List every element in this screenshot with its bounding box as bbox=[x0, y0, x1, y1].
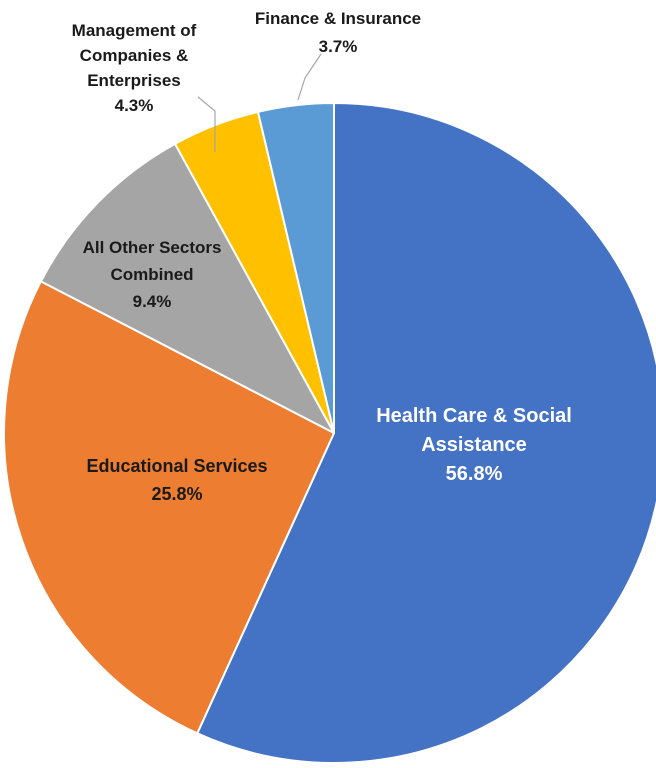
pie-slice-finance-insurance bbox=[256, 102, 335, 434]
slice-value-label: 56.8% bbox=[446, 463, 503, 485]
leader-line-finance-insurance bbox=[297, 53, 322, 101]
slice-category-label: Management of bbox=[72, 21, 197, 40]
pie-slice-educational-services bbox=[3, 280, 335, 735]
slice-category-label: Educational Services bbox=[86, 456, 267, 476]
data-label-health-care-social-assistance: Health Care & Social Assistance 56.8% bbox=[376, 405, 572, 485]
data-label-educational-services: Educational Services 25.8% bbox=[86, 456, 267, 504]
slice-value-label: 25.8% bbox=[151, 484, 202, 504]
slice-category-label: Health Care & Social bbox=[376, 405, 572, 427]
data-label-all-other-sectors-combined: All Other Sectors Combined 9.4% bbox=[83, 238, 222, 311]
pie-slice-all-other-sectors-combined bbox=[39, 142, 335, 434]
slice-category-label: Assistance bbox=[421, 434, 527, 456]
slice-category-label: Combined bbox=[110, 265, 193, 284]
data-label-finance-insurance: Finance & Insurance 3.7% bbox=[255, 9, 421, 56]
slice-category-label: Companies & bbox=[80, 46, 189, 65]
pie-slice-health-care-social-assistance bbox=[196, 102, 656, 764]
slice-category-label: Enterprises bbox=[87, 71, 181, 90]
leader-line-management-of-companies-enterprises bbox=[197, 96, 216, 152]
slice-value-label: 9.4% bbox=[133, 292, 172, 311]
data-label-management-of-companies-enterprises: Management of Companies & Enterprises 4.3% bbox=[72, 21, 197, 115]
slice-value-label: 3.7% bbox=[319, 37, 358, 56]
slice-value-label: 4.3% bbox=[115, 96, 154, 115]
slice-category-label: Finance & Insurance bbox=[255, 9, 421, 28]
slice-category-label: All Other Sectors bbox=[83, 238, 222, 257]
